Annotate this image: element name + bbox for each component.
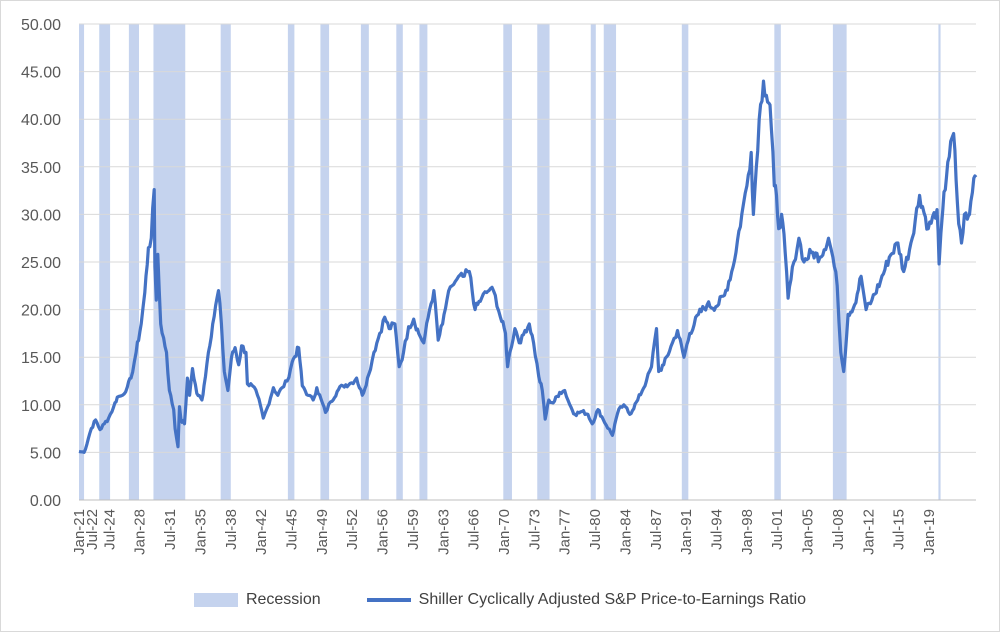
x-tick-label: Jul-08 <box>830 509 847 550</box>
x-tick-label: Jan-70 <box>496 509 513 555</box>
x-tick-label: Jul-73 <box>526 509 543 550</box>
y-tick-label: 0.00 <box>30 493 61 510</box>
x-tick-label: Jul-80 <box>587 509 604 550</box>
x-tick-label: Jan-91 <box>678 509 695 555</box>
x-tick-label: Jan-49 <box>314 509 331 555</box>
x-tick-label: Jul-31 <box>162 509 179 550</box>
y-tick-label: 10.00 <box>21 398 61 415</box>
legend-swatch-cape <box>366 598 411 602</box>
x-tick-label: Jan-19 <box>921 509 938 555</box>
x-tick-label: Jan-63 <box>435 509 452 555</box>
y-tick-label: 45.00 <box>21 65 61 82</box>
chart-legend: Recession Shiller Cyclically Adjusted S&… <box>0 586 1000 614</box>
x-tick-label: Jul-24 <box>101 509 118 550</box>
x-tick-label: Jul-87 <box>648 509 665 550</box>
legend-label-cape: Shiller Cyclically Adjusted S&P Price-to… <box>418 591 807 608</box>
x-tick-label: Jan-28 <box>132 509 149 555</box>
x-tick-label: Jul-15 <box>891 509 908 550</box>
x-tick-label: Jan-35 <box>192 509 209 555</box>
y-tick-label: 20.00 <box>21 303 61 320</box>
cape-series-line <box>78 79 978 454</box>
x-tick-label: Jan-05 <box>800 509 817 555</box>
x-tick-label: Jul-01 <box>769 509 786 550</box>
x-tick-label: Jul-45 <box>284 509 301 550</box>
y-tick-label: 35.00 <box>21 160 61 177</box>
x-tick-label: Jul-52 <box>344 509 361 550</box>
y-tick-label: 30.00 <box>21 207 61 224</box>
y-tick-label: 5.00 <box>30 445 61 462</box>
x-tick-label: Jan-98 <box>739 509 756 555</box>
y-tick-label: 25.00 <box>21 255 61 272</box>
legend-label-recession: Recession <box>245 591 321 608</box>
y-tick-label: 15.00 <box>21 350 61 367</box>
x-tick-label: Jul-94 <box>709 509 726 550</box>
x-tick-label: Jul-66 <box>466 509 483 550</box>
x-tick-label: Jul-38 <box>223 509 240 550</box>
y-tick-label: 50.00 <box>21 17 61 34</box>
y-tick-label: 40.00 <box>21 112 61 129</box>
x-tick-label: Jan-84 <box>617 509 634 555</box>
x-tick-label: Jan-42 <box>253 509 270 555</box>
x-tick-label: Jan-56 <box>375 509 392 555</box>
legend-item-recession: Recession <box>193 591 321 609</box>
x-tick-label: Jul-22 <box>84 509 101 550</box>
legend-swatch-recession <box>193 593 238 607</box>
x-tick-label: Jul-59 <box>405 509 422 550</box>
x-tick-label: Jan-77 <box>557 509 574 555</box>
x-tick-label: Jan-12 <box>860 509 877 555</box>
x-tick-label: Jan-21 <box>71 509 88 555</box>
legend-item-cape: Shiller Cyclically Adjusted S&P Price-to… <box>366 591 807 609</box>
